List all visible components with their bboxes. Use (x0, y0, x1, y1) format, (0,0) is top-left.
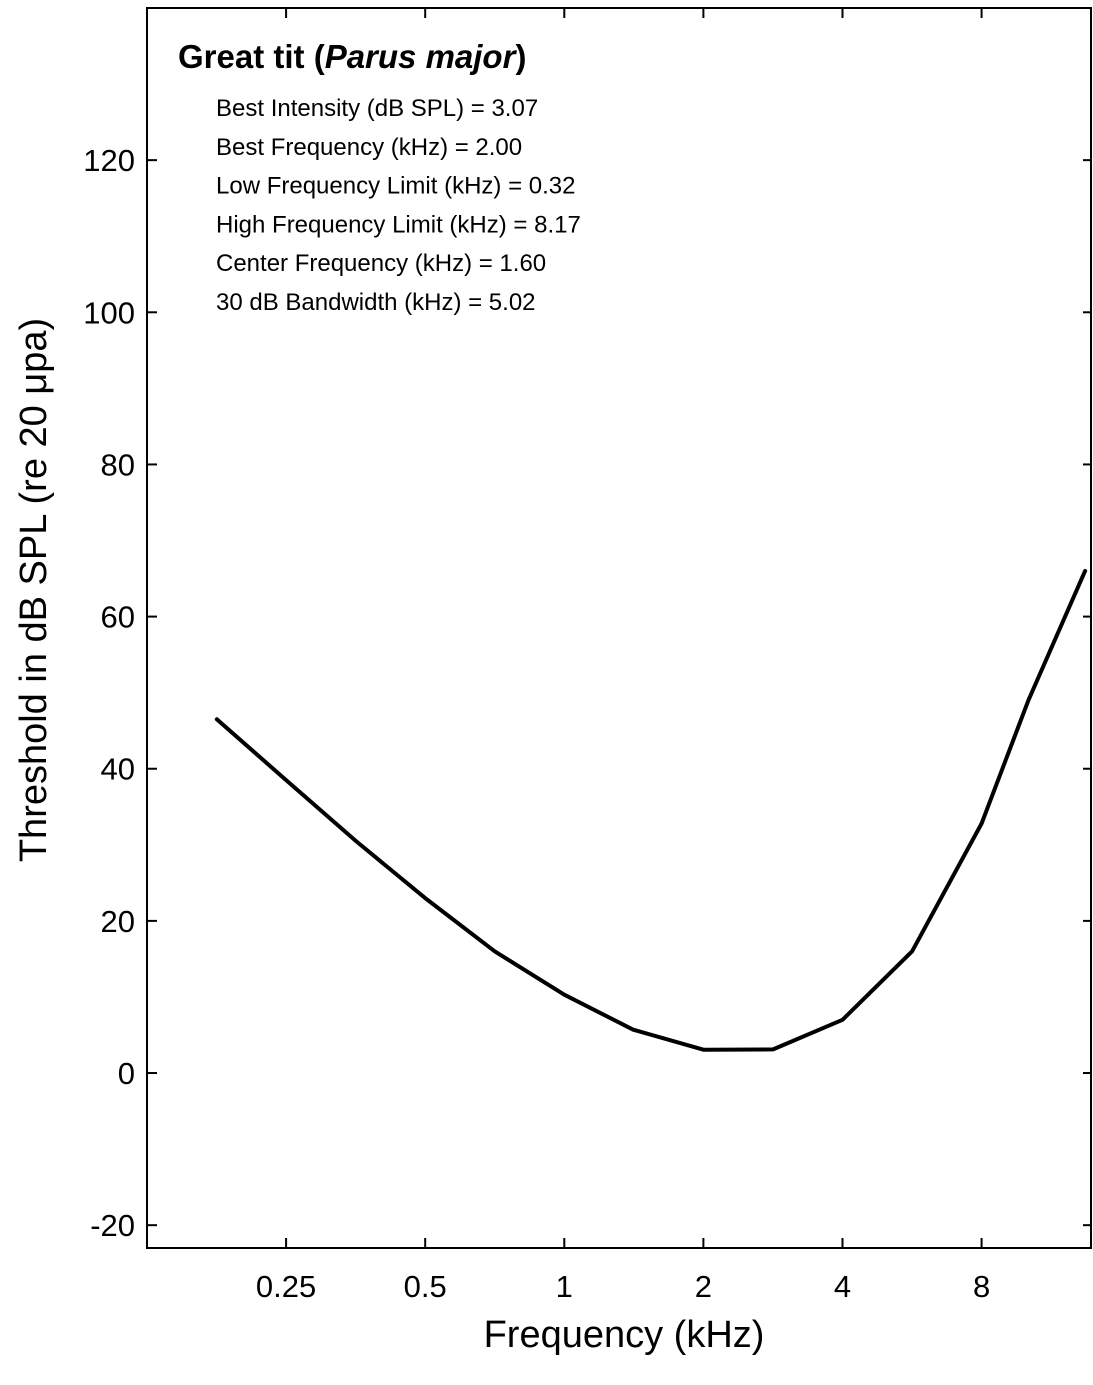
stat-line: Best Frequency (kHz) = 2.00 (216, 134, 522, 161)
y-tick-label: 0 (118, 1056, 135, 1091)
y-tick-label: 40 (101, 752, 135, 787)
stat-line: High Frequency Limit (kHz) = 8.17 (216, 211, 581, 238)
plot-frame (146, 7, 1092, 1249)
x-tick-label: 1 (556, 1269, 573, 1304)
stat-line: 30 dB Bandwidth (kHz) = 5.02 (216, 289, 536, 316)
threshold-curve (214, 568, 1088, 1052)
y-tick-label: 100 (83, 295, 135, 330)
stat-line: Low Frequency Limit (kHz) = 0.32 (216, 173, 575, 200)
x-tick-label: 0.5 (404, 1269, 447, 1304)
y-axis-ticks: -20 0 20 40 60 80 100 120 (83, 143, 1091, 1243)
y-tick-label: 120 (83, 143, 135, 178)
y-tick-label: 20 (101, 904, 135, 939)
x-tick-label: 0.25 (256, 1269, 316, 1304)
y-tick-label: 60 (101, 600, 135, 635)
x-tick-label: 8 (973, 1269, 990, 1304)
x-axis-ticks: 0.25 0.5 1 2 4 8 (256, 8, 990, 1304)
stats-annotation: Best Intensity (dB SPL) = 3.07 Best Frequ… (216, 95, 581, 316)
series-layer (214, 568, 1088, 1052)
y-axis-title: Threshold in dB SPL (re 20 μpa) (13, 318, 55, 862)
stat-line: Center Frequency (kHz) = 1.60 (216, 250, 546, 277)
y-tick-label: 80 (101, 447, 135, 482)
chart-title: Great tit (Parus major) (178, 38, 526, 75)
stat-line: Best Intensity (dB SPL) = 3.07 (216, 95, 538, 122)
x-axis-title: Frequency (kHz) (484, 1314, 765, 1356)
y-tick-label: -20 (90, 1208, 135, 1243)
x-tick-label: 4 (834, 1269, 851, 1304)
x-tick-label: 2 (695, 1269, 712, 1304)
